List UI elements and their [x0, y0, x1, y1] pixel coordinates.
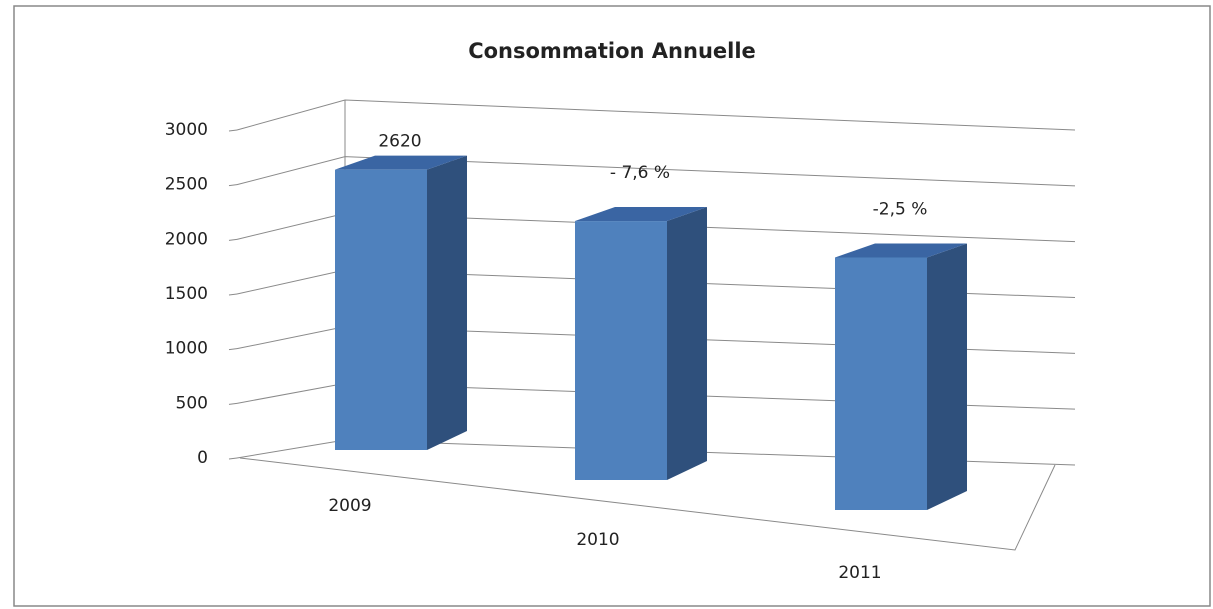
y-tick-label: 500	[176, 393, 208, 413]
tick-mark	[228, 402, 238, 405]
tick-mark	[228, 238, 238, 241]
grid-line	[236, 99, 1076, 131]
x-tick-label: 2009	[328, 496, 371, 516]
bar-side	[667, 207, 707, 480]
bar-top	[575, 207, 707, 222]
y-tick-label: 1500	[165, 284, 208, 304]
bar	[575, 221, 667, 480]
bar-top	[835, 243, 967, 258]
annotation: -2,5 %	[873, 199, 928, 219]
x-tick-label: 2010	[576, 530, 619, 550]
tick-mark	[228, 457, 238, 460]
grid-line	[236, 156, 1076, 187]
bar-side	[927, 243, 967, 511]
chart-title: Consommation Annuelle	[468, 39, 756, 63]
tick-mark	[228, 184, 238, 187]
y-tick-label: 3000	[165, 120, 208, 140]
y-tick-label: 2000	[165, 229, 208, 249]
y-tick-label: 1000	[165, 339, 208, 359]
bar	[835, 257, 927, 510]
y-tick-label: 0	[197, 448, 208, 468]
bar	[335, 169, 427, 450]
y-tick-label: 2500	[165, 175, 208, 195]
tick-mark	[228, 129, 238, 132]
bar-top	[335, 155, 467, 170]
tick-mark	[228, 348, 238, 351]
data-label: 2620	[378, 132, 421, 152]
floor-edge	[239, 457, 1056, 551]
x-tick-label: 2011	[838, 563, 881, 583]
annotation: - 7,6 %	[610, 163, 670, 183]
bar-side	[427, 155, 467, 450]
tick-mark	[228, 293, 238, 296]
